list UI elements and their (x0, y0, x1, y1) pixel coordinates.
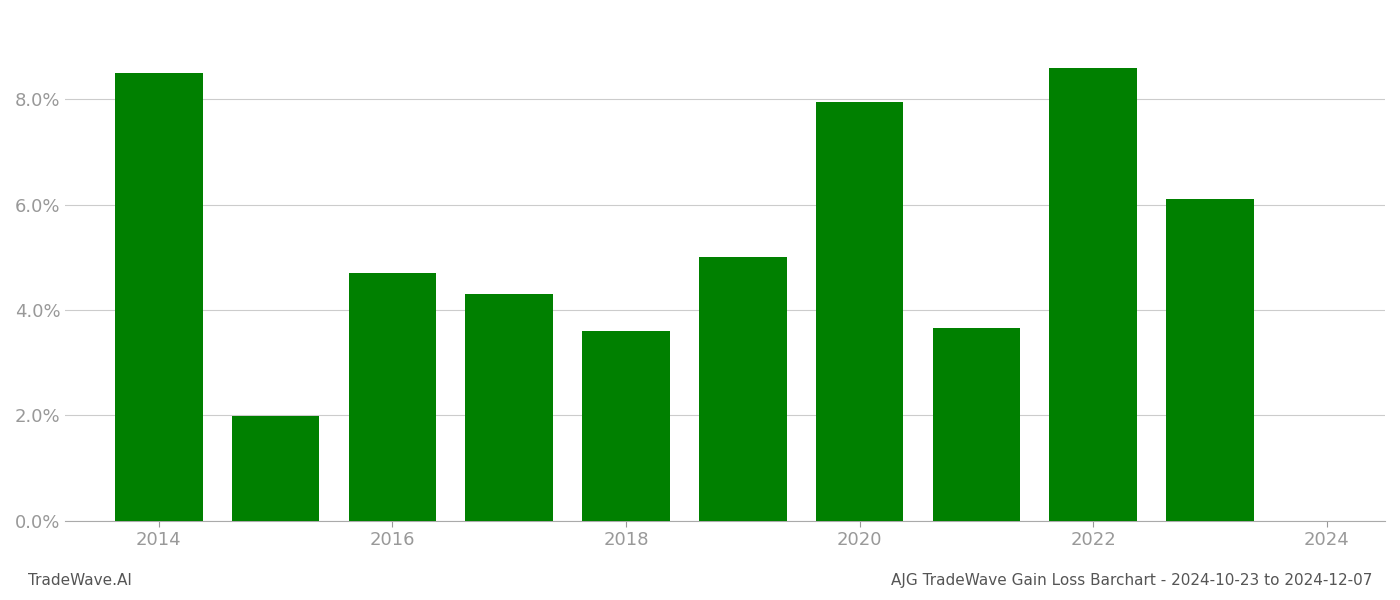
Bar (582, 331, 669, 521)
Bar (115, 73, 203, 521)
Text: AJG TradeWave Gain Loss Barchart - 2024-10-23 to 2024-12-07: AJG TradeWave Gain Loss Barchart - 2024-… (890, 573, 1372, 588)
Bar (1166, 199, 1253, 521)
Bar (932, 328, 1021, 521)
Bar (816, 102, 903, 521)
Bar (232, 416, 319, 521)
Bar (699, 257, 787, 521)
Text: TradeWave.AI: TradeWave.AI (28, 573, 132, 588)
Bar (349, 273, 437, 521)
Bar (465, 294, 553, 521)
Bar (1049, 68, 1137, 521)
